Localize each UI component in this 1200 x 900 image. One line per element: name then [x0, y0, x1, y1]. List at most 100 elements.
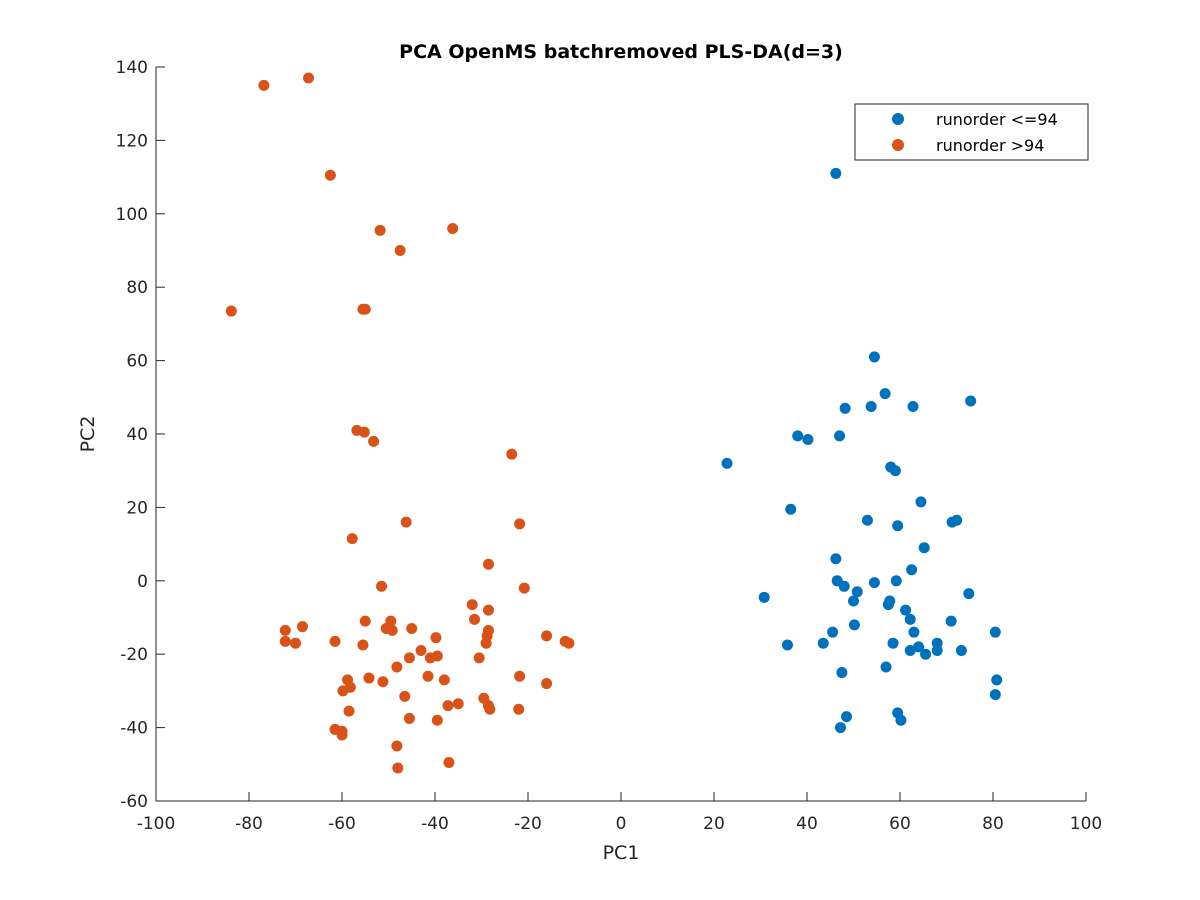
data-point-series-1 [906, 564, 918, 576]
y-tick-label: 20 [126, 498, 148, 518]
x-tick-label: -100 [137, 814, 176, 834]
data-point-series-2 [473, 652, 485, 664]
data-point-series-2 [337, 685, 349, 697]
plot-area [156, 67, 1086, 801]
data-point-series-1 [834, 430, 846, 442]
data-point-series-2 [329, 635, 341, 647]
data-point-series-1 [945, 615, 957, 627]
data-point-series-2 [343, 705, 355, 717]
data-point-series-2 [279, 624, 291, 636]
data-point-series-2 [225, 305, 237, 317]
data-point-series-2 [290, 637, 301, 649]
chart-title: PCA OpenMS batchremoved PLS-DA(d=3) [399, 41, 843, 63]
data-point-series-2 [406, 623, 418, 635]
data-point-series-2 [359, 303, 371, 315]
x-tick-label: -80 [235, 814, 263, 834]
data-point-series-2 [391, 740, 403, 752]
data-point-series-2 [358, 426, 370, 438]
y-tick-label: 40 [126, 425, 148, 445]
data-point-series-2 [324, 169, 336, 181]
data-point-series-2 [430, 632, 442, 644]
data-point-series-2 [480, 637, 492, 649]
data-point-series-1 [951, 514, 963, 526]
data-point-series-1 [817, 637, 829, 649]
data-point-series-1 [991, 674, 1003, 686]
data-point-series-1 [889, 465, 901, 477]
data-point-series-2 [484, 703, 496, 715]
data-point-series-2 [506, 448, 518, 460]
x-tick-label: 20 [703, 814, 725, 834]
data-point-series-2 [452, 698, 464, 710]
data-point-series-2 [541, 678, 553, 690]
data-point-series-1 [861, 514, 873, 526]
x-tick-label: 40 [796, 814, 818, 834]
x-tick-label: -40 [421, 814, 449, 834]
data-point-series-1 [989, 626, 1001, 638]
data-point-series-2 [296, 621, 308, 633]
x-tick-label: 100 [1070, 814, 1102, 834]
data-point-series-2 [469, 613, 481, 625]
data-point-series-1 [965, 395, 977, 407]
data-point-series-2 [400, 516, 412, 528]
data-point-series-2 [357, 639, 369, 651]
data-point-series-2 [386, 624, 398, 636]
data-point-series-2 [346, 533, 358, 545]
data-point-series-2 [391, 661, 403, 673]
data-point-series-2 [466, 599, 478, 611]
y-tick-label: -40 [120, 719, 148, 739]
data-points [225, 72, 1003, 774]
data-point-series-2 [368, 435, 380, 447]
data-point-series-2 [431, 714, 443, 726]
data-point-series-2 [403, 712, 415, 724]
data-point-series-1 [908, 626, 920, 638]
data-point-series-1 [827, 626, 839, 638]
y-tick-label: -20 [120, 645, 148, 665]
data-point-series-1 [865, 400, 877, 412]
legend-label-series-1: runorder <=94 [936, 110, 1058, 129]
data-point-series-2 [336, 729, 348, 741]
data-point-series-2 [424, 652, 436, 664]
data-point-series-2 [442, 700, 454, 712]
data-point-series-2 [513, 703, 525, 715]
data-point-series-1 [890, 575, 902, 587]
legend: runorder <=94 runorder >94 [854, 103, 1089, 161]
data-point-series-1 [904, 645, 916, 657]
data-point-series-1 [900, 604, 912, 616]
data-point-series-2 [422, 670, 434, 682]
data-point-series-2 [438, 674, 450, 686]
data-point-series-1 [879, 388, 891, 400]
data-point-series-1 [838, 580, 850, 592]
data-point-series-1 [785, 503, 797, 515]
data-point-series-1 [880, 661, 892, 673]
y-axis-label: PC2 [77, 416, 99, 453]
data-point-series-2 [563, 637, 575, 649]
data-point-series-1 [918, 542, 930, 554]
data-point-series-2 [541, 630, 553, 642]
data-point-series-1 [830, 553, 842, 565]
data-point-series-1 [868, 351, 880, 363]
x-tick-label: -60 [328, 814, 356, 834]
data-point-series-2 [303, 72, 315, 84]
data-point-series-1 [915, 496, 927, 508]
data-point-series-1 [963, 588, 975, 600]
data-point-series-2 [392, 762, 404, 774]
data-point-series-1 [895, 714, 907, 726]
data-point-series-2 [377, 676, 389, 688]
data-point-series-1 [920, 648, 932, 660]
data-point-series-2 [394, 245, 406, 256]
legend-box [854, 103, 1089, 161]
data-point-series-1 [913, 641, 925, 653]
data-point-series-1 [892, 520, 904, 532]
legend-marker-series-2 [892, 139, 904, 151]
data-point-series-2 [403, 652, 415, 664]
data-point-series-1 [868, 577, 880, 589]
data-point-series-1 [955, 645, 967, 657]
data-point-series-1 [841, 711, 853, 723]
data-point-series-2 [518, 582, 530, 594]
data-point-series-2 [359, 615, 371, 627]
data-point-series-2 [279, 635, 291, 647]
data-point-series-1 [836, 667, 848, 679]
data-point-series-1 [792, 430, 804, 442]
data-point-series-1 [887, 637, 899, 649]
